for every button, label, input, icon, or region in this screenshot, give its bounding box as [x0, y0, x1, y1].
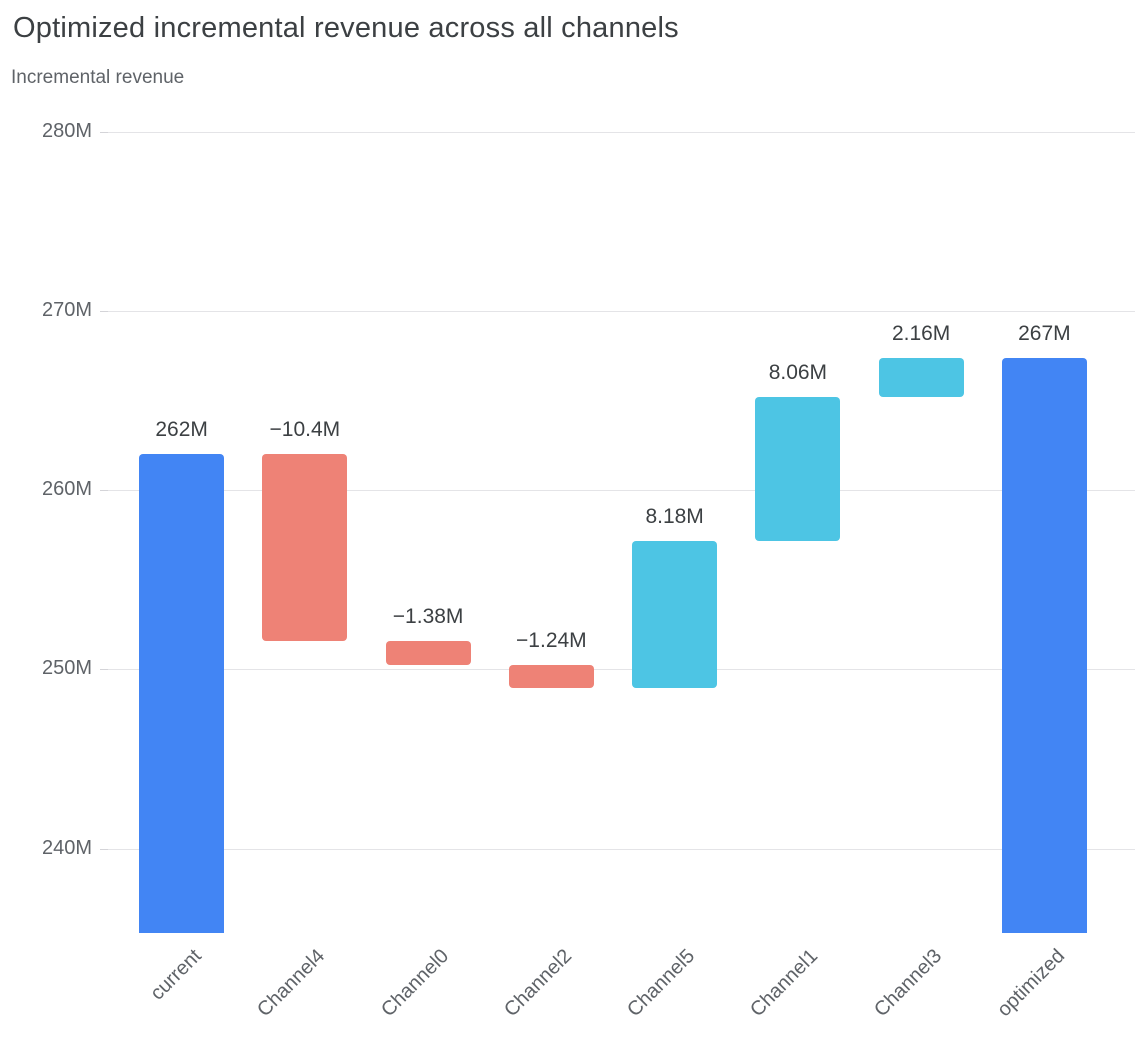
y-axis-tick-label: 240M: [41, 836, 92, 859]
x-axis-category-label: current: [146, 945, 207, 1005]
gridline: [108, 490, 1135, 492]
y-axis-tick-label: 250M: [41, 657, 92, 680]
waterfall-bar-Channel1[interactable]: [755, 396, 841, 542]
waterfall-bar-Channel3[interactable]: [878, 357, 964, 397]
bar-value-label: 262M: [155, 418, 208, 442]
waterfall-bar-Channel2[interactable]: [508, 665, 594, 688]
y-axis-tick: [100, 490, 108, 492]
y-axis-tick-label: 260M: [41, 478, 92, 501]
bar-value-label: 8.18M: [645, 505, 704, 529]
x-axis-category-label: Channel4: [253, 945, 330, 1022]
waterfall-bar-optimized[interactable]: [1001, 357, 1087, 933]
x-axis-category-label: Channel3: [869, 945, 946, 1022]
y-axis-tick: [100, 131, 108, 133]
bar-value-label: −10.4M: [269, 418, 341, 442]
waterfall-bar-Channel5[interactable]: [632, 541, 718, 688]
y-axis-tick: [100, 310, 108, 312]
x-axis-category-label: Channel2: [499, 945, 576, 1022]
chart-subtitle: Incremental revenue: [11, 67, 185, 88]
y-axis-tick-label: 280M: [41, 119, 92, 142]
gridline: [108, 131, 1135, 133]
x-axis-category-label: Channel5: [623, 945, 700, 1022]
x-axis-category-label: optimized: [992, 945, 1069, 1022]
y-axis-tick: [100, 848, 108, 850]
chart-title: Optimized incremental revenue across all…: [13, 12, 679, 44]
bar-value-label: −1.24M: [516, 629, 587, 653]
bar-value-label: 2.16M: [891, 321, 951, 345]
gridline: [108, 310, 1135, 312]
gridline: [108, 669, 1135, 671]
bar-value-label: −1.38M: [392, 604, 464, 628]
waterfall-bar-Channel0[interactable]: [385, 640, 471, 666]
x-axis-category-label: Channel1: [746, 945, 823, 1022]
waterfall-bar-Channel4[interactable]: [262, 454, 348, 641]
y-axis-tick: [100, 669, 108, 671]
gridline: [108, 848, 1135, 850]
waterfall-bar-current[interactable]: [139, 454, 225, 933]
bar-value-label: 8.06M: [768, 360, 828, 384]
y-axis-tick-label: 270M: [41, 298, 92, 321]
x-axis-category-label: Channel0: [376, 945, 453, 1022]
bar-value-label: 267M: [1018, 321, 1071, 345]
